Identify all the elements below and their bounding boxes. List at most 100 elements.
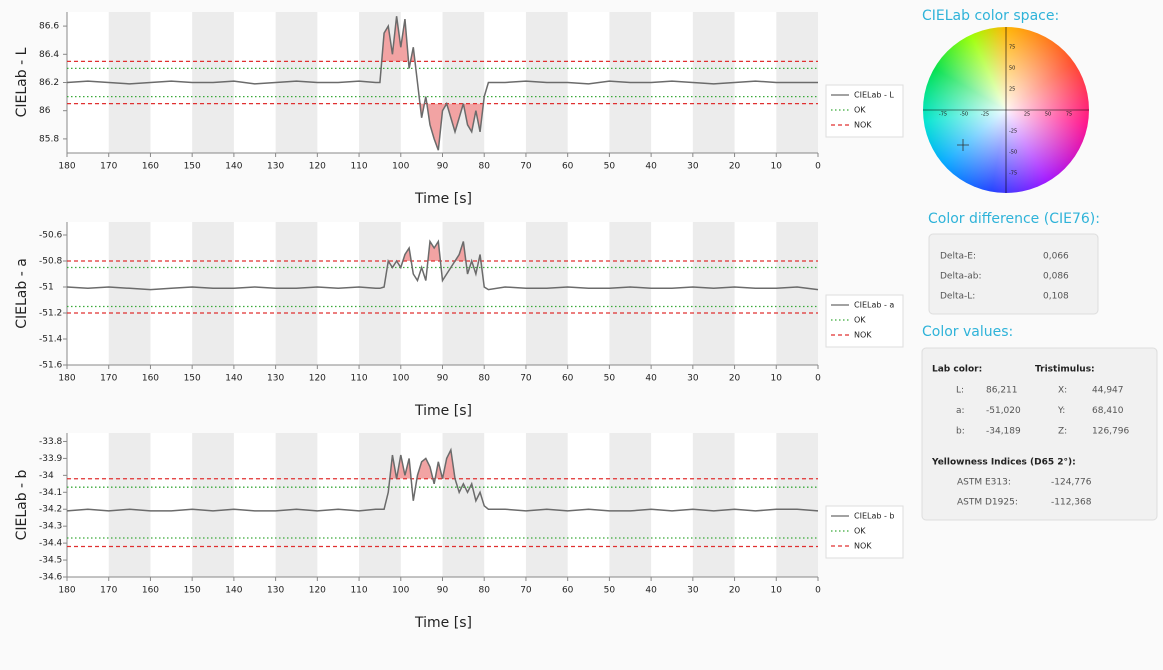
data-line <box>66 16 818 151</box>
x-axis-label: Time [s] <box>414 403 472 419</box>
time-band <box>609 222 652 365</box>
row-value: 68,410 <box>1092 406 1124 416</box>
wheel-tick-label: 75 <box>1009 45 1015 51</box>
wheel-tick-label: 25 <box>1024 112 1030 118</box>
row-value: 0,066 <box>1043 252 1069 262</box>
y-tick-label: -34.1 <box>39 488 62 498</box>
x-tick-label: 120 <box>309 586 326 596</box>
x-tick-label: 100 <box>392 162 409 172</box>
row-value: -112,368 <box>1051 498 1092 508</box>
row-value: 44,947 <box>1092 386 1124 396</box>
time-band <box>108 222 151 365</box>
row-value: 86,211 <box>986 386 1018 396</box>
x-tick-label: 60 <box>562 586 574 596</box>
x-tick-label: 0 <box>815 374 821 384</box>
time-band <box>776 222 818 365</box>
exceedance-area <box>419 103 484 151</box>
x-tick-label: 40 <box>645 374 657 384</box>
y-tick-label: -34.5 <box>39 556 62 566</box>
x-tick-label: 70 <box>520 586 532 596</box>
wheel-tick-label: -50 <box>1009 150 1017 156</box>
time-band <box>192 222 234 365</box>
x-tick-label: 10 <box>771 162 783 172</box>
row-label: X: <box>1058 386 1067 396</box>
y-tick-label: 86.6 <box>39 22 59 32</box>
y-tick-label: -34.4 <box>39 539 63 549</box>
time-band <box>275 222 318 365</box>
x-tick-label: 20 <box>729 162 741 172</box>
time-band <box>692 433 735 577</box>
x-tick-label: 0 <box>815 162 821 172</box>
legend-label: OK <box>854 106 866 115</box>
x-tick-label: 80 <box>478 374 490 384</box>
time-band <box>692 222 735 365</box>
legend <box>825 505 904 559</box>
legend <box>825 294 904 348</box>
legend-label: CIELab - b <box>854 512 895 521</box>
x-tick-label: 160 <box>142 374 159 384</box>
panel-title: Color values: <box>922 324 1013 340</box>
x-tick-label: 60 <box>562 162 574 172</box>
y-tick-label: -34 <box>39 471 54 481</box>
x-tick-label: 90 <box>437 374 449 384</box>
wheel-tick-label: 50 <box>1009 66 1015 72</box>
wheel-tick-label: -25 <box>1009 129 1017 135</box>
row-label: Delta-E: <box>940 252 976 262</box>
panel-title: Color difference (CIE76): <box>928 211 1100 227</box>
y-tick-label: -34.3 <box>39 522 62 532</box>
x-axis-label: Time [s] <box>414 191 472 207</box>
x-tick-label: 110 <box>350 162 367 172</box>
x-tick-label: 170 <box>100 374 117 384</box>
wheel-tick-label: 75 <box>1066 112 1072 118</box>
row-value: 0,108 <box>1043 292 1069 302</box>
x-tick-label: 90 <box>437 586 449 596</box>
x-tick-label: 10 <box>771 374 783 384</box>
time-band <box>192 433 234 577</box>
x-tick-label: 120 <box>309 374 326 384</box>
y-tick-label: -50.6 <box>39 231 63 241</box>
x-tick-label: 0 <box>815 586 821 596</box>
x-tick-label: 180 <box>58 586 75 596</box>
y-tick-label: -33.8 <box>39 437 63 447</box>
row-label: L: <box>956 386 964 396</box>
x-tick-label: 130 <box>267 374 284 384</box>
x-tick-label: 10 <box>771 586 783 596</box>
x-tick-label: 20 <box>729 374 741 384</box>
x-tick-label: 140 <box>225 586 242 596</box>
wheel-tick-label: -50 <box>960 112 968 118</box>
x-tick-label: 30 <box>687 374 699 384</box>
y-tick-label: 86 <box>39 106 51 116</box>
x-tick-label: 40 <box>645 162 657 172</box>
x-tick-label: 110 <box>350 586 367 596</box>
panel-box <box>921 347 1158 521</box>
y-tick-label: -51 <box>39 283 54 293</box>
x-tick-label: 150 <box>184 162 201 172</box>
row-value: -34,189 <box>986 427 1021 437</box>
x-tick-label: 50 <box>604 586 616 596</box>
time-band <box>359 222 401 365</box>
x-tick-label: 110 <box>350 374 367 384</box>
y-tick-label: -34.2 <box>39 505 62 515</box>
x-tick-label: 70 <box>520 374 532 384</box>
legend-label: CIELab - a <box>854 301 894 310</box>
y-tick-label: -51.4 <box>39 335 63 345</box>
row-value: -124,776 <box>1051 478 1092 488</box>
panel-box <box>928 233 1099 315</box>
x-tick-label: 150 <box>184 586 201 596</box>
y-tick-label: 85.8 <box>39 134 59 144</box>
wheel-tick-label: 25 <box>1009 87 1015 93</box>
x-tick-label: 180 <box>58 374 75 384</box>
data-line <box>66 239 819 291</box>
exceedance-area <box>381 16 415 62</box>
y-axis-label: CIELab - b <box>14 469 30 540</box>
x-tick-label: 50 <box>604 162 616 172</box>
x-tick-label: 120 <box>309 162 326 172</box>
wheel-tick-label: 50 <box>1045 112 1051 118</box>
data-line <box>66 447 819 512</box>
y-tick-label: -33.9 <box>39 454 63 464</box>
legend-label: OK <box>854 527 866 536</box>
row-label: b: <box>956 427 965 437</box>
x-tick-label: 130 <box>267 586 284 596</box>
x-tick-label: 90 <box>437 162 449 172</box>
